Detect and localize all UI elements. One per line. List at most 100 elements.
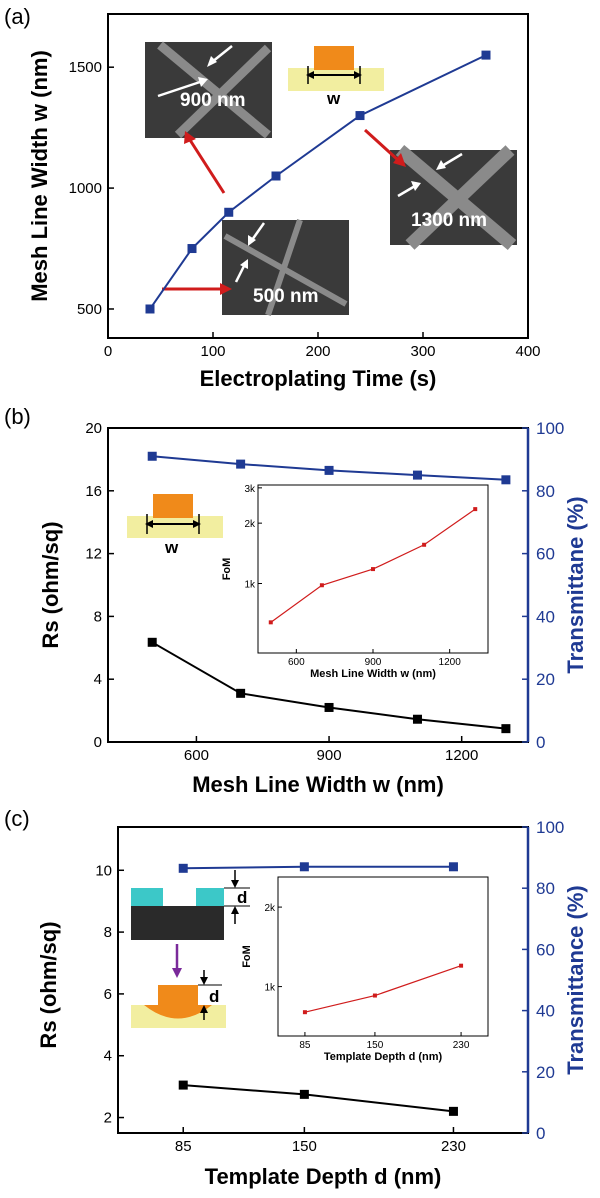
inset-x-tick-label: 150 bbox=[367, 1040, 384, 1051]
y-tick-label: 8 bbox=[94, 608, 102, 625]
inset-y-tick-label: 1k bbox=[264, 983, 276, 994]
x-tick-label: 300 bbox=[410, 343, 435, 360]
x-tick-label: 1200 bbox=[445, 747, 478, 764]
inset-series-point bbox=[473, 507, 478, 512]
inset-y-axis-title: FoM bbox=[221, 558, 233, 581]
y-tick-label: 8 bbox=[104, 924, 112, 941]
y-right-tick-label: 100 bbox=[536, 818, 564, 837]
chart-a: 0 100 200 300 400 500 1000 1500 Electroplating T… bbox=[27, 13, 541, 391]
y-axis-title: Rs (ohm/sq) bbox=[38, 521, 63, 648]
x-tick-label: 200 bbox=[305, 343, 330, 360]
inset-y-tick-label: 1k bbox=[244, 579, 256, 590]
y-tick-label: 16 bbox=[85, 483, 102, 500]
inset-y-tick-label: 3k bbox=[244, 484, 256, 495]
y-right-tick-label: 100 bbox=[536, 419, 564, 438]
x-tick-label: 0 bbox=[104, 343, 112, 360]
y-tick-label: 20 bbox=[85, 420, 102, 437]
y-right-tick-label: 20 bbox=[536, 670, 555, 689]
inset-x-axis-title: Mesh Line Width w (nm) bbox=[310, 668, 436, 680]
y-right-tick-label: 20 bbox=[536, 1063, 555, 1082]
inset-x-tick-label: 85 bbox=[299, 1040, 311, 1051]
y-right-tick-label: 0 bbox=[536, 1124, 545, 1143]
sem-label-1300: 1300 nm bbox=[411, 210, 487, 231]
template-schematic: d bbox=[131, 870, 250, 940]
y-tick-label: 0 bbox=[94, 734, 102, 751]
y-right-tick-label: 40 bbox=[536, 1002, 555, 1021]
sem-label-500: 500 nm bbox=[253, 286, 318, 307]
series-0-point bbox=[224, 207, 234, 217]
y-axis-title: Rs (ohm/sq) bbox=[36, 921, 61, 1048]
inset-y-tick-label: 2k bbox=[244, 519, 256, 530]
y-tick-label: 6 bbox=[104, 986, 112, 1003]
panel-a-decor: 900 nm 1300 nm 500 nm bbox=[145, 41, 517, 316]
inset-y-tick-label: 2k bbox=[264, 903, 276, 914]
series-1-point bbox=[147, 451, 157, 461]
d-label-top: d bbox=[237, 888, 247, 907]
series-0-point bbox=[145, 304, 155, 314]
embedded-line-schematic: d bbox=[131, 970, 226, 1028]
series-0-point bbox=[147, 637, 157, 647]
x-axis-title: Template Depth d (nm) bbox=[205, 1164, 442, 1189]
y-right-tick-label: 60 bbox=[536, 545, 555, 564]
inset-x-axis-title: Template Depth d (nm) bbox=[324, 1051, 443, 1063]
panel-b-label: (b) bbox=[4, 404, 31, 429]
series-0-point bbox=[412, 714, 422, 724]
inset-x-tick-label: 600 bbox=[288, 657, 305, 668]
inset-x-tick-label: 900 bbox=[365, 657, 382, 668]
y-tick-label: 4 bbox=[104, 1048, 112, 1065]
series-0-line bbox=[149, 54, 487, 310]
inset-frame bbox=[277, 876, 489, 1037]
sem-image-900: 900 nm bbox=[145, 41, 272, 139]
line-cross-section: w bbox=[288, 46, 384, 108]
panel-b-decor: w bbox=[127, 494, 223, 557]
series-0-line bbox=[151, 641, 507, 730]
sem-label-900: 900 nm bbox=[180, 90, 245, 111]
y-right-tick-label: 80 bbox=[536, 879, 555, 898]
chart-b: 600 900 1200 0 4 8 12 16 20 0 20 40 60 80 100 Mesh Line… bbox=[38, 419, 588, 797]
w-label: w bbox=[326, 89, 341, 108]
inset-series-point bbox=[372, 993, 377, 998]
series-1-point bbox=[324, 465, 334, 475]
inset-y-axis-title: FoM bbox=[241, 945, 253, 968]
series-0-line bbox=[183, 1084, 454, 1113]
sem-image-1300: 1300 nm bbox=[390, 145, 517, 250]
panel-c-decor: d d bbox=[131, 870, 250, 1028]
y-tick-label: 12 bbox=[85, 546, 102, 563]
y-tick-label: 4 bbox=[94, 671, 102, 688]
series-0-point bbox=[299, 1089, 309, 1099]
series-1-point bbox=[236, 459, 246, 469]
y-axis-title: Mesh Line Width w (nm) bbox=[27, 50, 52, 302]
series-0-point bbox=[501, 724, 511, 734]
process-arrow bbox=[172, 944, 182, 978]
y-tick-label: 1000 bbox=[69, 180, 102, 197]
x-tick-label: 85 bbox=[175, 1138, 192, 1155]
d-label-bottom: d bbox=[209, 987, 219, 1006]
inset-series-point bbox=[302, 1010, 307, 1015]
sem-arrow bbox=[157, 80, 201, 98]
inset-series-point bbox=[319, 583, 324, 588]
inset-series-point bbox=[371, 567, 375, 572]
series-0-point bbox=[187, 244, 197, 254]
sem-image-500: 500 nm bbox=[222, 219, 349, 316]
y-right-tick-label: 60 bbox=[536, 940, 555, 959]
panel-c-label: (c) bbox=[4, 806, 30, 831]
y-tick-label: 2 bbox=[104, 1110, 112, 1127]
series-0-point bbox=[236, 688, 246, 698]
y-right-tick-label: 40 bbox=[536, 607, 555, 626]
series-1-point bbox=[448, 862, 458, 872]
inset-series-point bbox=[459, 963, 464, 968]
inset-x-tick-label: 1200 bbox=[439, 657, 462, 668]
x-tick-label: 150 bbox=[292, 1138, 317, 1155]
y-right-tick-label: 80 bbox=[536, 482, 555, 501]
y-right-axis-title: Transmittane (%) bbox=[563, 496, 588, 673]
x-tick-label: 100 bbox=[200, 343, 225, 360]
x-tick-label: 600 bbox=[184, 747, 209, 764]
inset-series-point bbox=[422, 542, 427, 547]
panel-a-label: (a) bbox=[4, 4, 31, 29]
y-tick-label: 1500 bbox=[69, 59, 102, 76]
y-tick-label: 500 bbox=[77, 301, 102, 318]
series-1-point bbox=[501, 475, 511, 485]
red-arrows bbox=[162, 128, 406, 295]
